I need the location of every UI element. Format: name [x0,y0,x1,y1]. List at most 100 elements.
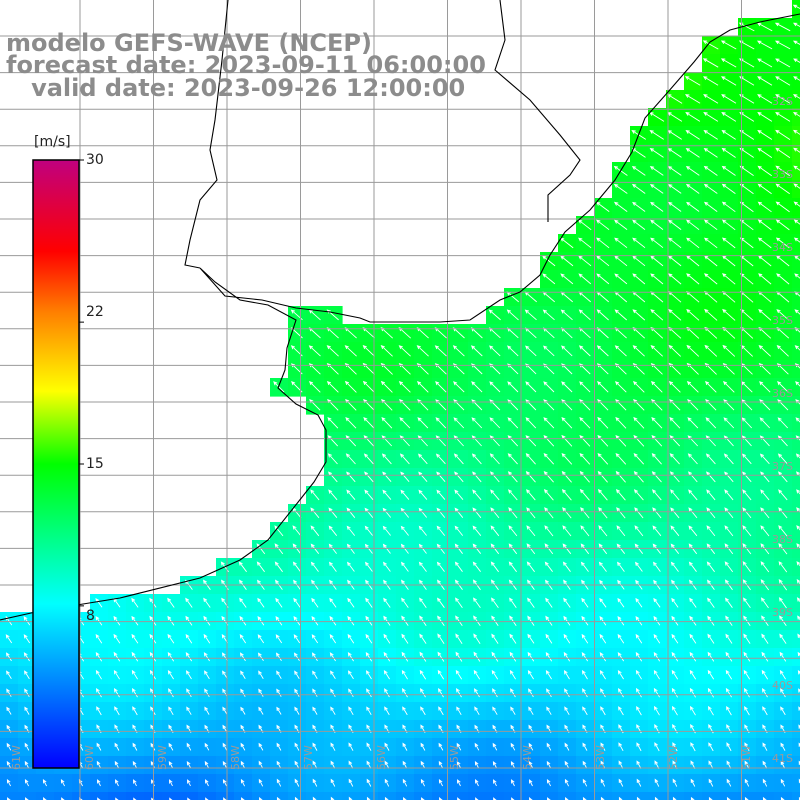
wind-arrow [489,453,500,465]
wind-arrow [507,345,519,357]
wind-arrow [438,742,444,751]
wind-cell [468,792,487,800]
wind-arrow [617,670,624,680]
wind-arrow [114,760,120,769]
wind-arrow [742,471,752,483]
wind-arrow [258,706,264,715]
wind-arrow [256,543,266,555]
wind-arrow [725,669,733,680]
wind-arrow [420,778,426,787]
wind-cell [792,504,800,523]
wind-arrow [708,742,714,752]
wind-arrow [706,543,716,555]
wind-arrow [527,597,535,608]
wind-arrow [292,525,302,537]
wind-arrow [133,779,137,787]
wind-arrow [348,760,354,769]
wind-arrow [793,147,800,153]
wind-arrow [614,273,628,285]
wind-arrow [635,687,642,698]
wind-arrow [689,615,697,626]
wind-arrow [509,615,517,626]
wind-arrow [762,796,767,800]
wind-arrow [726,706,732,716]
wind-arrow [419,597,427,608]
wind-arrow [564,760,570,769]
wind-arrow [598,543,608,555]
wind-arrow [473,669,481,680]
wind-arrow [671,669,679,680]
wind-arrow [437,651,445,662]
wind-arrow [258,670,264,679]
wind-arrow [419,615,427,626]
wind-arrow [757,94,773,104]
wind-cell [756,792,775,800]
wind-arrow [472,543,482,554]
wind-arrow [760,471,770,483]
wind-arrow [326,345,339,357]
wind-arrow [614,309,627,321]
wind-arrow [757,76,773,86]
wind-arrow [563,651,571,662]
wind-arrow [258,742,264,751]
wind-arrow [526,543,536,555]
wind-arrow [401,615,409,626]
wind-arrow [95,633,103,644]
wind-arrow [239,615,247,626]
wind-arrow [564,742,570,751]
lat-label: 40S [772,679,793,692]
wind-arrow [455,651,463,662]
wind-arrow [490,561,499,573]
wind-cell [396,792,415,800]
wind-arrow [668,201,682,212]
wind-cell [792,774,800,793]
wind-arrow [687,453,698,465]
wind-arrow [688,525,698,537]
wind-arrow [616,507,626,519]
wind-arrow [776,344,789,357]
wind-arrow [256,561,265,573]
wind-arrow [544,543,554,555]
wind-arrow [743,651,751,662]
wind-arrow [543,417,555,429]
wind-arrow [743,633,751,644]
wind-arrow [346,471,356,483]
wind-cell [792,162,800,181]
wind-arrow [795,381,800,387]
wind-arrow [366,760,372,769]
wind-arrow [762,778,768,787]
wind-arrow [633,489,644,501]
wind-arrow [596,309,609,321]
wind-arrow [435,381,447,393]
wind-arrow [597,416,609,429]
wind-arrow [760,543,770,555]
wind-arrow [704,380,717,393]
wind-arrow [726,778,732,787]
wind-arrow [796,561,800,567]
wind-arrow [653,651,661,662]
lon-label: 52W [667,745,680,770]
wind-arrow [525,471,536,483]
wind-arrow [617,561,625,572]
wind-cell [792,468,800,487]
wind-arrow [204,760,210,769]
wind-arrow [795,417,800,423]
wind-arrow [203,615,211,626]
wind-arrow [671,633,679,644]
wind-arrow [294,670,300,679]
wind-arrow [294,760,300,769]
wind-arrow [689,597,697,608]
wind-arrow [582,688,588,698]
wind-arrow [490,489,500,501]
wind-arrow [762,760,768,769]
wind-arrow [759,381,771,393]
wind-arrow [453,453,464,465]
wind-arrow [401,688,408,698]
wind-arrow [721,94,737,104]
wind-arrow [454,525,464,536]
wind-arrow [329,561,337,572]
wind-arrow [363,453,374,465]
wind-arrow [579,452,591,465]
wind-arrow [328,543,337,554]
wind-arrow [384,796,389,800]
